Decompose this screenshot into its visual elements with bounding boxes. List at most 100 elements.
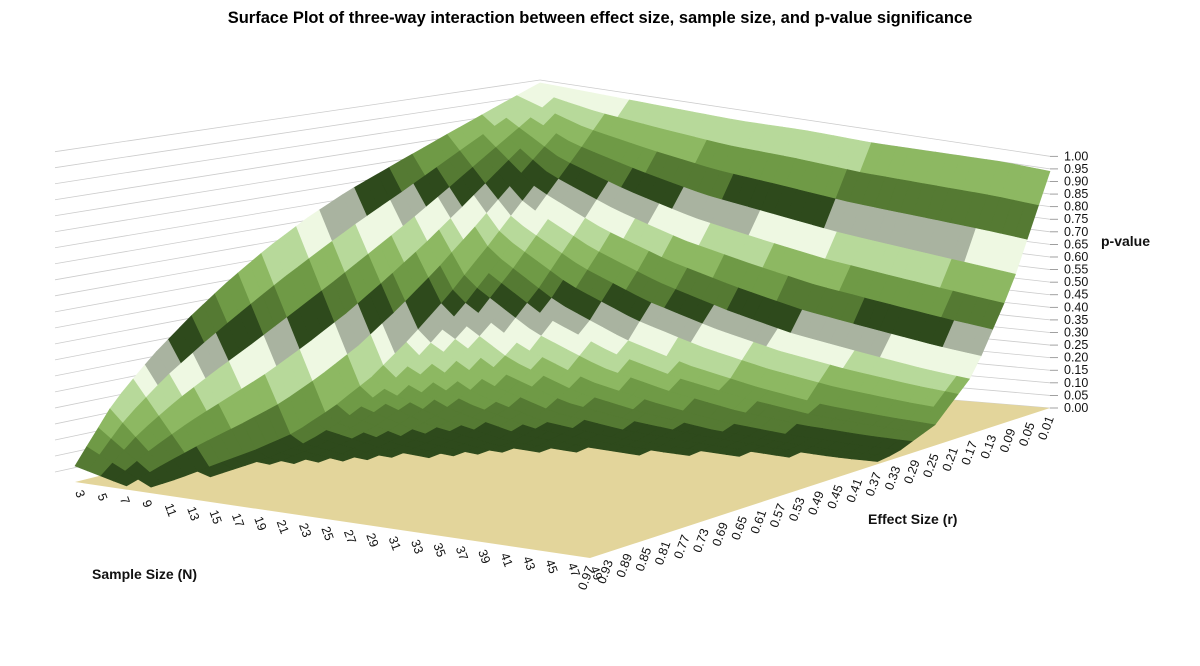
x-tick-label: 31 [386,534,404,552]
y-tick-label: 0.65 [729,514,750,542]
surface-patch [725,449,752,457]
surface-patch [775,449,802,458]
x-tick-label: 11 [162,501,180,518]
z-tick-label: 0.70 [1064,225,1088,239]
surface-patch [415,450,442,459]
z-tick-label: 0.85 [1064,187,1088,201]
gridline [54,108,541,185]
y-tick-label: 0.29 [901,458,922,486]
y-tick-label: 0.89 [614,552,635,580]
surface-patch [280,455,307,465]
x-tick-label: 33 [408,538,426,556]
z-tick-label: 0.05 [1064,388,1088,402]
y-tick-label: 0.61 [748,508,769,536]
x-tick-label: 47 [565,561,583,579]
z-tick-label: 0.80 [1064,200,1088,214]
y-tick-label: 0.49 [805,489,826,517]
x-tick-label: 27 [341,528,359,546]
z-tick-label: 0.55 [1064,263,1088,277]
y-tick-label: 0.77 [671,533,692,561]
x-tick-label: 23 [296,521,314,539]
z-tick-label: 0.00 [1064,401,1088,415]
y-tick-label: 0.17 [959,439,980,467]
y-tick-label: 0.57 [767,502,788,530]
gridline [539,79,1051,157]
surface-patch [328,453,356,462]
z-tick-label: 0.15 [1064,363,1088,377]
surface-patch [255,457,283,465]
x-tick-label: 5 [95,492,111,503]
z-tick-label: 0.95 [1064,162,1088,176]
z-tick-label: 0.25 [1064,338,1088,352]
surface-patch [377,450,405,458]
surface-patch [439,448,467,457]
y-tick-label: 0.53 [786,495,807,523]
z-tick-label: 1.00 [1064,149,1088,163]
x-tick-label: 25 [318,525,336,543]
y-tick-label: 0.13 [978,433,999,461]
y-tick-label: 0.01 [1035,414,1056,442]
x-tick-label: 35 [430,541,448,559]
x-tick-label: 37 [453,544,471,562]
gridline [54,79,541,153]
z-tick-label: 0.60 [1064,250,1088,264]
x-tick-label: 17 [229,511,247,529]
x-tick-label: 21 [274,518,292,536]
z-axis-title: p-value [1101,233,1151,249]
x-tick-label: 7 [117,495,133,506]
z-tick-label: 0.10 [1064,376,1088,390]
surface-patch [113,470,139,487]
y-tick-label: 0.81 [652,539,673,567]
y-axis-title: Effect Size (r) [868,511,958,527]
gridline [54,93,541,169]
x-tick-label: 15 [207,508,225,526]
y-tick-label: 0.21 [940,445,961,473]
y-tick-label: 0.69 [710,520,731,548]
x-tick-label: 41 [498,551,516,569]
z-tick-label: 0.65 [1064,237,1088,251]
surface-patch [196,466,223,478]
x-axis-title: Sample Size (N) [92,566,198,582]
surface-patch [489,445,514,453]
axes: 0.000.050.100.150.200.250.300.350.400.45… [72,149,1088,592]
x-tick-label: 19 [251,515,269,533]
x-tick-label: 49 [587,564,605,582]
z-tick-label: 0.40 [1064,300,1088,314]
y-tick-label: 0.37 [863,470,884,498]
surface-patch [625,447,652,456]
y-tick-label: 0.41 [844,477,865,505]
z-tick-label: 0.50 [1064,275,1088,289]
y-tick-label: 0.85 [633,545,654,573]
z-tick-label: 0.35 [1064,313,1088,327]
y-tick-label: 0.05 [1016,420,1037,448]
y-tick-label: 0.73 [690,527,711,555]
z-tick-label: 0.30 [1064,325,1088,339]
x-tick-label: 13 [184,505,202,523]
surface-patch [463,446,491,455]
y-tick-label: 0.33 [882,464,903,492]
z-tick-label: 0.90 [1064,174,1088,188]
z-tick-label: 0.75 [1064,212,1088,226]
surface-patch [863,454,891,462]
x-tick-label: 39 [475,548,493,566]
surface-patch [304,454,332,463]
surface-patch [526,445,552,453]
y-tick-label: 0.09 [997,427,1018,455]
x-tick-label: 3 [72,488,88,499]
p-value-surface [74,82,1051,558]
y-tick-label: 0.45 [825,483,846,511]
surface-patch [353,451,380,461]
surface-patch [562,444,590,453]
surface-patch [137,472,164,488]
x-tick-label: 43 [520,554,538,572]
x-tick-label: 45 [542,558,560,576]
z-tick-label: 0.45 [1064,288,1088,302]
y-tick-label: 0.93 [595,558,616,586]
x-tick-label: 29 [363,531,381,549]
chart-title: Surface Plot of three-way interaction be… [227,9,973,27]
z-tick-label: 0.20 [1064,351,1088,365]
x-tick-label: 9 [139,498,155,509]
surface-patch [675,448,703,456]
y-tick-label: 0.25 [920,452,941,480]
